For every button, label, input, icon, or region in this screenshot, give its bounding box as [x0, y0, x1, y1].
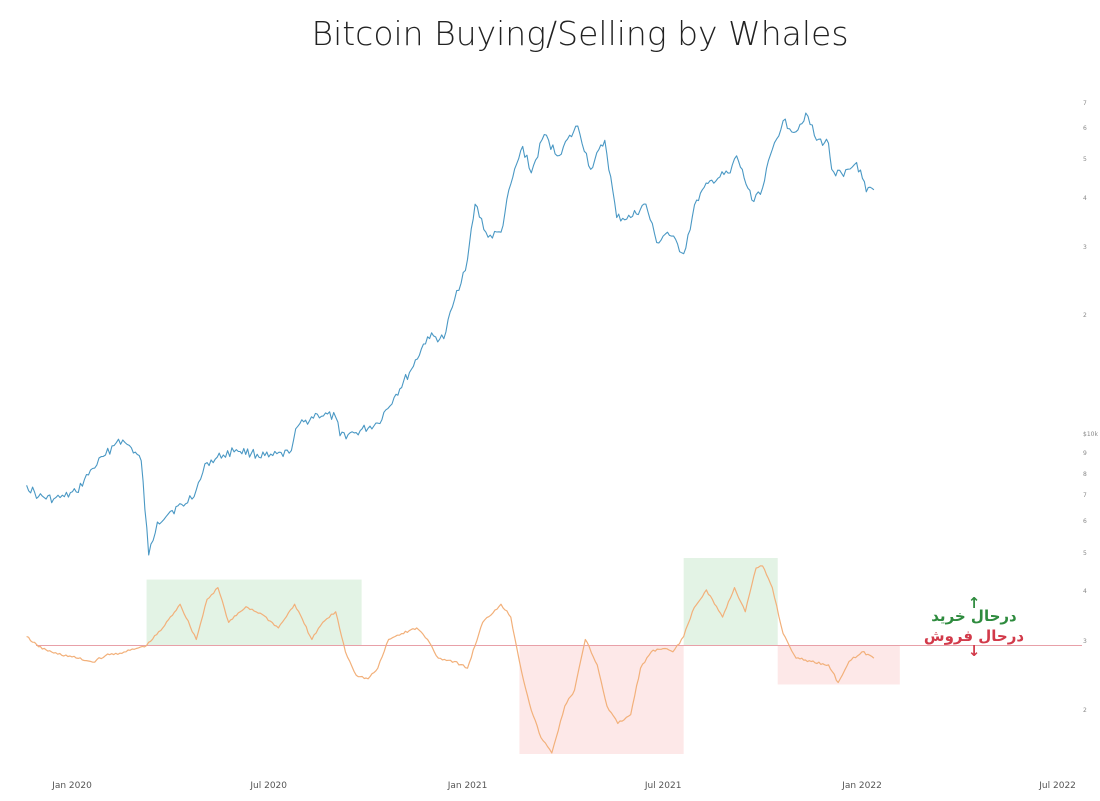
x-tick-label: Jan 2020 — [51, 781, 92, 791]
right-tick-label: 5 — [1083, 156, 1087, 163]
x-tick-label: Jul 2022 — [1038, 781, 1076, 791]
x-tick-label: Jul 2020 — [249, 781, 287, 791]
right-tick-label: 7 — [1083, 100, 1087, 107]
x-tick-label: Jan 2021 — [447, 781, 488, 791]
series-line-1 — [26, 565, 875, 754]
zone-sell-3 — [777, 645, 900, 685]
right-tick-label: 4 — [1083, 195, 1087, 202]
zone-sell-1 — [519, 645, 684, 754]
buy-label: درحال خرید — [931, 607, 1017, 625]
right-tick-label: 9 — [1083, 450, 1087, 457]
buy-arrow-icon: ↑ — [968, 594, 981, 612]
right-tick-label: 6 — [1083, 518, 1087, 525]
right-tick-label: 2 — [1083, 312, 1087, 319]
right-tick-label: 3 — [1083, 638, 1087, 645]
x-tick-label: Jul 2021 — [644, 781, 682, 791]
chart-title: Bitcoin Buying/Selling by Whales — [311, 14, 849, 53]
x-axis-ticks: Jan 2020 Jul 2020 Jan 2021 Jul 2021 Jan 2022… — [51, 781, 1076, 791]
zone-buy-2 — [683, 558, 778, 646]
right-axis-ticks: 7 6 5 4 3 2 $10k 9 8 7 6 5 4 3 2 — [1083, 100, 1098, 714]
right-tick-label: 6 — [1083, 125, 1087, 132]
right-tick-label: 5 — [1083, 550, 1087, 557]
sell-arrow-icon: ↓ — [968, 642, 981, 660]
right-tick-label: 3 — [1083, 244, 1087, 251]
series-layer — [26, 112, 875, 754]
right-tick-label: $10k — [1083, 431, 1098, 438]
right-tick-label: 2 — [1083, 707, 1087, 714]
x-tick-label: Jan 2022 — [841, 781, 882, 791]
zones-layer — [146, 558, 900, 754]
zone-buy-0 — [146, 579, 362, 646]
sell-label: درحال فروش — [924, 627, 1024, 645]
right-tick-label: 8 — [1083, 471, 1087, 478]
series-line-0 — [26, 112, 875, 556]
right-tick-label: 7 — [1083, 492, 1087, 499]
annotations: ↑ درحال خرید درحال فروش ↓ — [924, 594, 1024, 660]
right-tick-label: 4 — [1083, 588, 1087, 595]
